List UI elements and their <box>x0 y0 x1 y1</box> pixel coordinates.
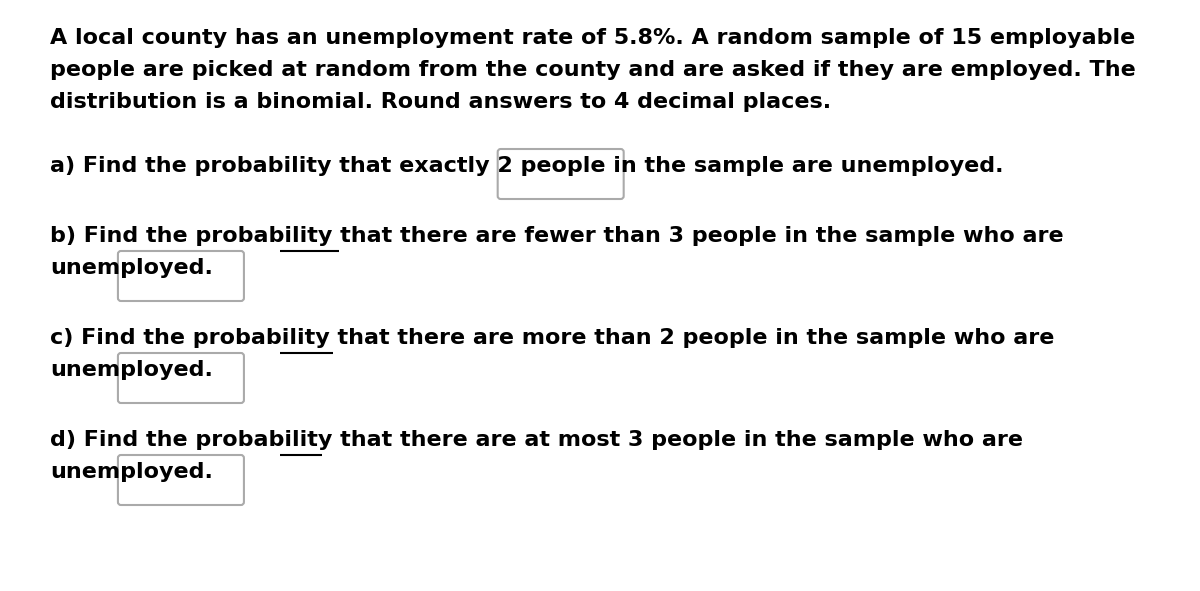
Text: unemployed.: unemployed. <box>50 462 212 482</box>
Text: a) Find the probability that exactly 2 people in the sample are unemployed.: a) Find the probability that exactly 2 p… <box>50 156 1003 176</box>
FancyBboxPatch shape <box>118 455 244 505</box>
FancyBboxPatch shape <box>118 353 244 403</box>
FancyBboxPatch shape <box>118 251 244 301</box>
Text: b) Find the probability that there are fewer than 3 people in the sample who are: b) Find the probability that there are f… <box>50 226 1063 246</box>
Text: A local county has an unemployment rate of 5.8%. A random sample of 15 employabl: A local county has an unemployment rate … <box>50 28 1135 48</box>
Text: unemployed.: unemployed. <box>50 258 212 278</box>
Text: people are picked at random from the county and are asked if they are employed. : people are picked at random from the cou… <box>50 60 1135 80</box>
Text: d) Find the probability that there are at most 3 people in the sample who are: d) Find the probability that there are a… <box>50 430 1022 450</box>
Text: unemployed.: unemployed. <box>50 360 212 380</box>
Text: distribution is a binomial. Round answers to 4 decimal places.: distribution is a binomial. Round answer… <box>50 92 832 112</box>
Text: c) Find the probability that there are more than 2 people in the sample who are: c) Find the probability that there are m… <box>50 328 1055 348</box>
FancyBboxPatch shape <box>498 149 624 199</box>
